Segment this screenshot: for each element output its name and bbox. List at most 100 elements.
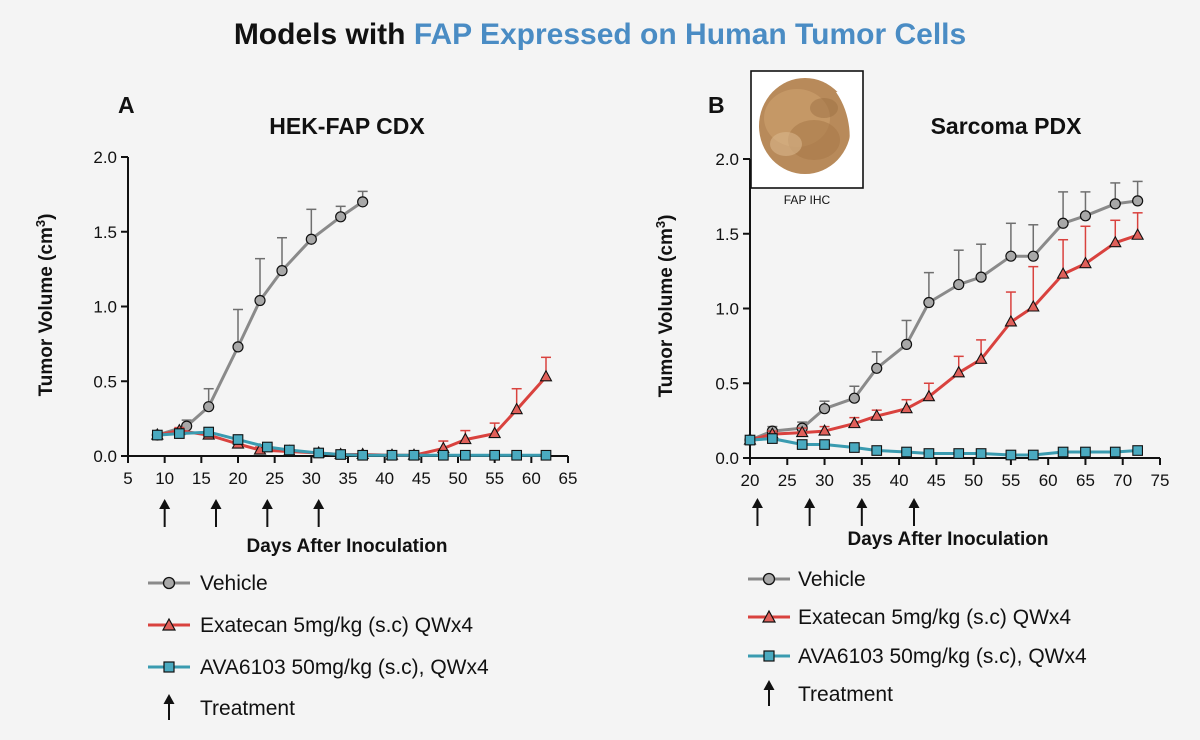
fap-ihc-image: FAP IHC bbox=[750, 70, 864, 207]
panel-a-ylabel: Tumor Volume (cm3) bbox=[33, 214, 58, 397]
treatment-arrow-head bbox=[804, 498, 816, 508]
chart-panel-b: B Sarcoma PDX FAP IHC 0.0 0.5 1.0 1.5 2.0 20 2… bbox=[653, 70, 1169, 706]
data-point bbox=[276, 265, 288, 277]
panel-a-xtick-label: 25 bbox=[265, 469, 284, 488]
panel-b-xtick-label: 25 bbox=[778, 471, 797, 490]
panel-b-ytick-label: 2.0 bbox=[715, 150, 739, 169]
panel-b-xtick-label: 45 bbox=[927, 471, 946, 490]
ihc-caption: FAP IHC bbox=[784, 193, 831, 207]
panel-a-xtick-label: 65 bbox=[559, 469, 578, 488]
treatment-arrow-head bbox=[751, 498, 763, 508]
legend-a-ava6103: AVA6103 50mg/kg (s.c), QWx4 bbox=[148, 656, 489, 679]
treatment-arrow-icon bbox=[210, 499, 222, 527]
data-point bbox=[1057, 217, 1069, 229]
chart-panel-a: A HEK-FAP CDX 0.0 0.5 1.0 1.5 2.0 5 10 15 20 25 30… bbox=[33, 92, 578, 720]
data-point bbox=[313, 447, 325, 459]
panel-b-ylabel: Tumor Volume (cm3) bbox=[653, 215, 678, 398]
panel-b-xtick-label: 65 bbox=[1076, 471, 1095, 490]
panel-b-series-3 bbox=[744, 433, 1143, 461]
data-point bbox=[1005, 449, 1017, 461]
data-point bbox=[489, 449, 501, 461]
data-point bbox=[283, 444, 295, 456]
treatment-arrow-head bbox=[856, 498, 868, 508]
data-point bbox=[795, 425, 809, 438]
data-point bbox=[459, 449, 471, 461]
panel-a-xtick-label: 60 bbox=[522, 469, 541, 488]
data-point bbox=[819, 439, 830, 450]
data-point bbox=[900, 338, 913, 350]
panel-a-title: HEK-FAP CDX bbox=[269, 113, 425, 139]
data-point bbox=[975, 448, 987, 459]
treatment-legend-icon bbox=[163, 694, 175, 720]
legend-a-exatecan-marker bbox=[161, 617, 177, 631]
page-title: Models with FAP Expressed on Human Tumor… bbox=[0, 18, 1200, 52]
legend-a-ava6103-marker bbox=[163, 661, 175, 673]
panel-b-xlabel: Days After Inoculation bbox=[848, 529, 1049, 550]
panel-a-xtick-label: 40 bbox=[375, 469, 394, 488]
data-point bbox=[408, 449, 420, 461]
legend-a-treatment: Treatment bbox=[163, 694, 295, 720]
panel-a-ytick-label: 2.0 bbox=[93, 148, 117, 167]
data-point bbox=[1080, 446, 1091, 458]
data-point bbox=[539, 369, 553, 382]
data-point bbox=[232, 341, 244, 353]
data-point bbox=[923, 296, 935, 309]
data-point bbox=[744, 434, 756, 446]
data-point bbox=[871, 362, 883, 374]
data-point bbox=[900, 401, 913, 414]
panel-b-xtick-label: 40 bbox=[890, 471, 909, 490]
panel-b-series-2 bbox=[743, 212, 1145, 445]
panel-a-xtick-label: 50 bbox=[449, 469, 468, 488]
data-point bbox=[1027, 250, 1039, 262]
legend-b-ava6103-label: AVA6103 50mg/kg (s.c), QWx4 bbox=[798, 645, 1087, 668]
data-point bbox=[975, 271, 987, 283]
panel-a-series-3 bbox=[151, 426, 552, 461]
data-point bbox=[1026, 299, 1040, 312]
treatment-arrow-icon bbox=[313, 499, 325, 527]
panel-b-xtick-label: 30 bbox=[815, 471, 834, 490]
panel-a-xtick-label: 35 bbox=[339, 469, 358, 488]
data-point bbox=[357, 196, 369, 208]
treatment-arrow-head bbox=[313, 499, 325, 509]
data-point bbox=[386, 449, 398, 461]
legend-a-exatecan-label: Exatecan 5mg/kg (s.c) QWx4 bbox=[200, 614, 473, 637]
legend-b-vehicle-label: Vehicle bbox=[798, 568, 866, 591]
treatment-arrow-head bbox=[908, 498, 920, 508]
legend-a-exatecan: Exatecan 5mg/kg (s.c) QWx4 bbox=[148, 614, 473, 637]
series-line bbox=[749, 437, 1138, 457]
data-point bbox=[437, 449, 449, 461]
treatment-arrow-head bbox=[261, 499, 273, 509]
legend-a-treatment-label: Treatment bbox=[200, 697, 295, 720]
data-point bbox=[357, 449, 369, 461]
legend-b-vehicle: Vehicle bbox=[748, 568, 866, 591]
data-point bbox=[974, 352, 988, 364]
data-point bbox=[1131, 228, 1145, 240]
treatment-arrow-head bbox=[210, 499, 222, 509]
panel-a-xtick-label: 30 bbox=[302, 469, 321, 488]
treatment-arrow-icon bbox=[159, 499, 171, 527]
data-point bbox=[1079, 256, 1092, 269]
data-point bbox=[818, 403, 831, 415]
data-point bbox=[540, 449, 552, 461]
panel-b-xtick-label: 20 bbox=[741, 471, 760, 490]
panel-a-xtick-label: 15 bbox=[192, 469, 211, 488]
legend-a-vehicle: Vehicle bbox=[148, 572, 268, 595]
data-point bbox=[254, 294, 266, 307]
series-line bbox=[749, 199, 1138, 442]
data-point bbox=[953, 448, 965, 459]
panel-a-xtick-label: 20 bbox=[229, 469, 248, 488]
data-point bbox=[488, 426, 502, 439]
panel-b-title: Sarcoma PDX bbox=[931, 113, 1083, 139]
data-point bbox=[871, 445, 883, 456]
series-line bbox=[157, 430, 546, 457]
data-point bbox=[1109, 446, 1121, 458]
data-point bbox=[767, 433, 778, 444]
treatment-arrow-icon bbox=[261, 499, 273, 527]
legend-b-vehicle-marker bbox=[762, 572, 776, 586]
data-point bbox=[203, 401, 215, 413]
legend-b-exatecan-label: Exatecan 5mg/kg (s.c) QWx4 bbox=[798, 606, 1071, 629]
panel-a-xlabel: Days After Inoculation bbox=[247, 536, 448, 557]
data-point bbox=[848, 392, 860, 404]
legend-b-ava6103-marker bbox=[763, 650, 775, 662]
data-point bbox=[335, 449, 347, 460]
